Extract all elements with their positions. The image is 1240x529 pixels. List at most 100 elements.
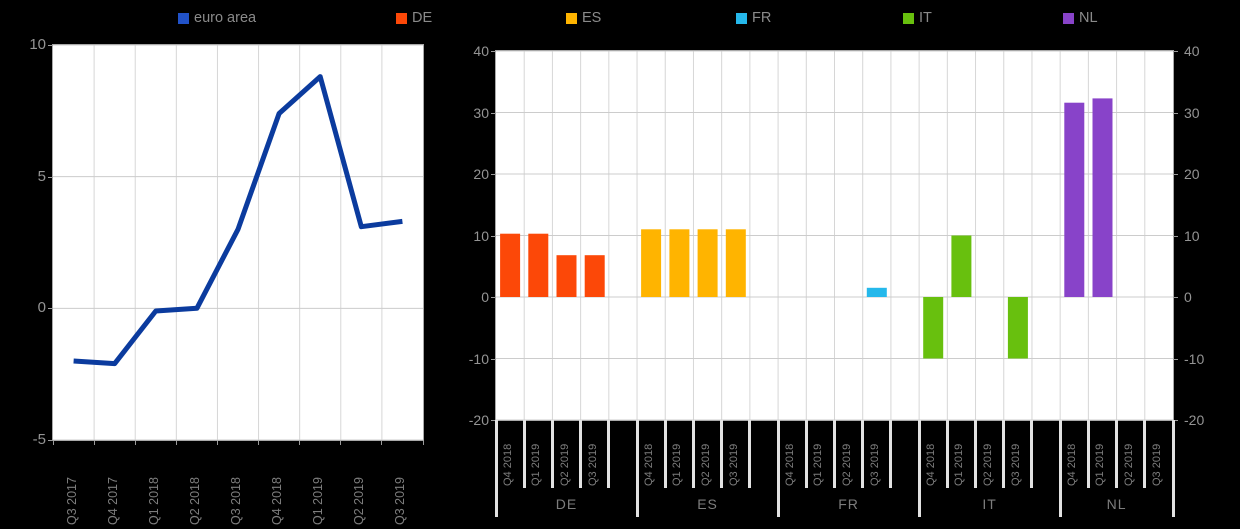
x-axis-category-label: Q4 2018 <box>270 477 285 525</box>
quarter-label: Q1 2019 <box>1094 443 1107 486</box>
quarter-label: Q2 2019 <box>981 443 994 486</box>
x-axis-category-label: Q1 2018 <box>146 477 161 525</box>
y-axis-tick-label-right: 10 <box>1184 227 1200 244</box>
group-label-IT: IT <box>982 496 997 512</box>
x-axis-tick-mark <box>216 441 218 445</box>
legend-item-es: ES <box>566 8 601 28</box>
quarter-tick-line <box>1086 420 1090 488</box>
quarter-label: Q2 2019 <box>840 443 853 486</box>
x-axis-tick-mark <box>258 441 260 445</box>
quarter-tick-line <box>945 420 949 488</box>
y-axis-tick-mark <box>491 297 496 298</box>
quarter-label: Q1 2019 <box>812 443 825 486</box>
quarter-label: Q3 2019 <box>727 443 740 486</box>
group-separator-line <box>1058 420 1062 517</box>
group-separator-line <box>1171 420 1175 517</box>
legend-item-de: DE <box>396 8 432 28</box>
x-axis-category-label: Q4 2017 <box>105 477 120 525</box>
y-axis-tick-mark <box>1173 358 1178 360</box>
y-axis-tick-mark <box>48 45 53 46</box>
quarter-label: Q1 2019 <box>953 443 966 486</box>
x-axis-tick-mark <box>381 441 383 445</box>
y-axis-tick-mark <box>491 420 496 421</box>
bar-chart-plot <box>495 50 1174 421</box>
x-axis-tick-mark <box>175 441 177 445</box>
quarter-tick-line <box>1030 420 1034 488</box>
x-axis-category-label: Q1 2019 <box>311 477 326 525</box>
quarter-label: Q4 2018 <box>502 443 515 486</box>
group-separator-line <box>635 420 639 517</box>
x-axis-category-label: Q2 2019 <box>352 477 367 525</box>
y-axis-tick-mark <box>48 176 53 178</box>
y-axis-tick-mark <box>1173 235 1178 237</box>
bar-ES-Q2-2019 <box>697 229 718 297</box>
y-axis-tick-mark <box>491 235 496 237</box>
quarter-tick-line <box>804 420 808 488</box>
x-axis-category-label: Q3 2017 <box>64 477 79 525</box>
legend-item-it: IT <box>903 8 932 28</box>
quarter-tick-line <box>720 420 724 488</box>
y-axis-tick-label-left: 10 <box>473 227 489 244</box>
bar-IT-Q1-2019 <box>951 235 972 297</box>
bar-FR-Q3-2019 <box>866 287 887 297</box>
quarter-label: Q2 2019 <box>699 443 712 486</box>
quarter-label: Q3 2019 <box>1150 443 1163 486</box>
group-label-DE: DE <box>555 496 578 512</box>
y-axis-tick-label: 10 <box>29 36 46 53</box>
bar-NL-Q4-2018 <box>1064 102 1085 297</box>
bar-DE-Q1-2019 <box>528 233 549 297</box>
legend-label: ES <box>582 10 602 26</box>
group-label-ES: ES <box>697 496 718 512</box>
bar-chart-svg <box>496 50 1173 421</box>
euro-area-line <box>73 74 403 367</box>
quarter-label: Q1 2019 <box>530 443 543 486</box>
legend-item-fr: FR <box>736 8 771 28</box>
x-axis-tick-mark <box>422 441 424 445</box>
bar-ES-Q1-2019 <box>669 229 690 297</box>
y-axis-tick-label-right: 30 <box>1184 104 1200 121</box>
y-axis-tick-mark <box>491 358 496 360</box>
quarter-tick-line <box>974 420 978 488</box>
y-axis-tick-mark <box>1173 174 1178 175</box>
bar-ES-Q4-2018 <box>641 229 662 297</box>
bar-IT-Q4-2018 <box>923 297 944 359</box>
y-axis-tick-mark <box>1173 51 1178 52</box>
bar-IT-Q3-2019 <box>1007 297 1028 359</box>
quarter-label: Q4 2018 <box>784 443 797 486</box>
y-axis-tick-label: 5 <box>37 167 46 185</box>
legend-label: NL <box>1079 10 1098 26</box>
x-axis-tick-mark <box>52 441 54 445</box>
quarter-label: Q4 2018 <box>1066 443 1079 486</box>
quarter-label: Q3 2019 <box>586 443 599 486</box>
quarter-tick-line <box>579 420 583 488</box>
y-axis-tick-label: 0 <box>37 299 46 317</box>
y-axis-tick-label-right: 20 <box>1184 166 1200 182</box>
quarter-tick-line <box>861 420 865 488</box>
x-axis-category-label: Q3 2018 <box>229 477 243 525</box>
x-axis-tick-mark <box>93 441 95 445</box>
group-separator-line <box>494 420 498 517</box>
line-chart-plot <box>52 44 424 441</box>
quarter-tick-line <box>833 420 836 488</box>
legend-item-euro-area: euro area <box>178 8 256 28</box>
y-axis-tick-label-left: 20 <box>473 166 489 182</box>
quarter-label: Q1 2019 <box>671 443 684 486</box>
y-axis-tick-mark <box>491 51 496 52</box>
y-axis-tick-label-left: 30 <box>473 104 489 121</box>
quarter-tick-line <box>522 420 526 488</box>
y-axis-tick-label-left: -10 <box>468 350 489 367</box>
group-separator-line <box>776 420 780 517</box>
legend-label: FR <box>752 10 772 26</box>
legend-swatch-icon <box>178 12 189 24</box>
quarter-tick-line <box>748 420 752 488</box>
legend-swatch-icon <box>903 12 914 24</box>
y-axis-tick-label-right: 0 <box>1184 289 1192 305</box>
legend-swatch-icon <box>566 12 577 24</box>
quarter-tick-line <box>1143 420 1147 488</box>
x-axis-tick-mark <box>134 441 136 445</box>
quarter-label: Q2 2019 <box>1122 443 1135 486</box>
bar-DE-Q3-2019 <box>584 255 605 297</box>
x-axis-tick-mark <box>340 441 342 445</box>
legend-label: IT <box>919 10 932 26</box>
